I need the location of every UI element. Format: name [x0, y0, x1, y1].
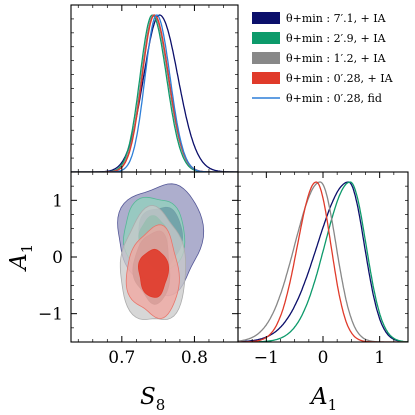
s8-a1-contour-panel: [117, 183, 205, 320]
a1-y-tick-label: 1: [52, 191, 63, 211]
s8-marginal-frame: [70, 4, 239, 173]
y-axis-label-a1: A1: [6, 244, 36, 272]
a1-marginal-line-series-3: [238, 181, 408, 342]
x-axis-label-a1: A1: [309, 384, 337, 414]
legend-entry: θ+min : 7′.1, + IA: [252, 12, 387, 25]
a1-x-tick-label: 1: [374, 348, 385, 368]
a1-y-tick-label: 0: [52, 248, 63, 268]
legend-label: θ+min : 2′.9, + IA: [286, 32, 387, 45]
axis-ticks: [71, 5, 409, 343]
legend-swatch: [252, 52, 280, 64]
a1-marginal-line-series-1: [238, 181, 408, 342]
legend-entry: θ+min : 0′.28, fid: [252, 92, 382, 105]
a1-x-tick-label: −1: [254, 348, 279, 368]
legend-label: θ+min : 7′.1, + IA: [286, 12, 387, 25]
a1-y-tick-label: −1: [38, 305, 63, 325]
s8-tick-label: 0.8: [181, 348, 208, 368]
s8-marginal-line-series-3: [71, 14, 238, 172]
s8-marginal-line-series-2: [71, 14, 238, 172]
a1-x-tick-label: 0: [318, 348, 329, 368]
legend-label: θ+min : 0′.28, fid: [286, 92, 382, 105]
legend-entry: θ+min : 2′.9, + IA: [252, 32, 387, 45]
legend: θ+min : 7′.1, + IA θ+min : 2′.9, + IA θ+mi…: [252, 12, 394, 105]
s8-marginal-line-series-0: [71, 14, 238, 172]
legend-label: θ+min : 1′.2, + IA: [286, 52, 387, 65]
x-axis-label-s8: S8: [140, 384, 165, 414]
a1-marginal-line-series-0: [238, 181, 408, 342]
s8-marginal-line-series-4: [71, 14, 238, 172]
legend-label: θ+min : 0′.28, + IA: [286, 72, 394, 85]
legend-swatch: [252, 72, 280, 84]
s8-marginal-panel: [71, 14, 238, 172]
legend-entry: θ+min : 0′.28, + IA: [252, 72, 394, 85]
legend-entry: θ+min : 1′.2, + IA: [252, 52, 387, 65]
legend-swatch: [252, 32, 280, 44]
a1-marginal-panel: [238, 181, 408, 342]
contour-series-3: [125, 224, 180, 319]
s8-marginal-line-series-1: [71, 14, 238, 172]
legend-swatch: [252, 12, 280, 24]
contour-68-series-3: [137, 248, 169, 298]
tick-labels: 0.7 0.8 −1 −1 0 0 1 1: [38, 191, 385, 368]
a1-marginal-line-series-2: [238, 181, 408, 342]
s8-tick-label: 0.7: [108, 348, 135, 368]
